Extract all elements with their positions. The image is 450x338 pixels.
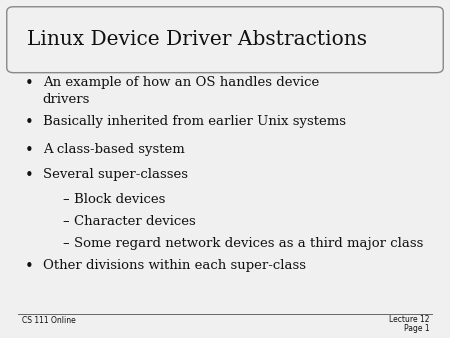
Text: A class-based system: A class-based system xyxy=(43,143,184,155)
Text: •: • xyxy=(25,259,34,274)
Text: Block devices: Block devices xyxy=(74,193,166,206)
Text: An example of how an OS handles device
drivers: An example of how an OS handles device d… xyxy=(43,76,319,105)
Text: Character devices: Character devices xyxy=(74,215,196,228)
Text: •: • xyxy=(25,76,34,91)
Text: Lecture 12: Lecture 12 xyxy=(389,315,430,324)
Text: •: • xyxy=(25,143,34,158)
Text: –: – xyxy=(62,193,68,206)
Text: –: – xyxy=(62,237,68,250)
Text: Page 1: Page 1 xyxy=(404,324,430,333)
Text: Some regard network devices as a third major class: Some regard network devices as a third m… xyxy=(74,237,423,250)
Text: CS 111 Online: CS 111 Online xyxy=(22,316,76,325)
FancyBboxPatch shape xyxy=(7,7,443,73)
Text: Several super-classes: Several super-classes xyxy=(43,168,188,181)
Text: •: • xyxy=(25,115,34,130)
Text: –: – xyxy=(62,215,68,228)
Text: Basically inherited from earlier Unix systems: Basically inherited from earlier Unix sy… xyxy=(43,115,346,128)
Text: Linux Device Driver Abstractions: Linux Device Driver Abstractions xyxy=(27,30,367,49)
Text: Other divisions within each super-class: Other divisions within each super-class xyxy=(43,259,306,272)
Text: •: • xyxy=(25,168,34,183)
